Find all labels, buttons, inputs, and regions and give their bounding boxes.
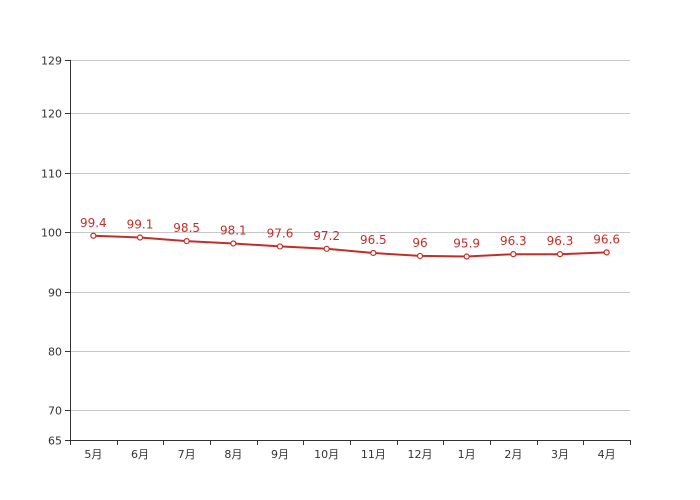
- data-point: [323, 245, 330, 252]
- data-point: [510, 251, 517, 258]
- data-point: [183, 237, 190, 245]
- data-point: [416, 252, 424, 260]
- series-line: [93, 234, 607, 258]
- data-label: 96.3: [500, 234, 527, 248]
- data-labels: 99.4 99.1 98.5 98.1 97.6 97.2 96.5 96 95.9 96.3 96…: [80, 216, 620, 251]
- data-point: [276, 243, 284, 250]
- data-point: [230, 240, 237, 247]
- data-label: 96.6: [593, 232, 620, 246]
- x-tick-label: 11月: [361, 448, 386, 461]
- y-axis-ticks: 65 70 80 90 100 110 120 129: [41, 55, 70, 448]
- x-tick-label: 6月: [131, 448, 149, 461]
- data-point: [136, 234, 144, 241]
- y-tick-label: 129: [41, 55, 62, 68]
- y-tick-label: 80: [48, 346, 62, 359]
- series: [90, 232, 610, 260]
- x-axis-ticks: 5月 6月 7月 8月 9月 10月 11月 12月 1月 2月 3月 4月: [70, 440, 631, 461]
- x-tick-label: 1月: [458, 448, 476, 461]
- data-label: 98.5: [173, 221, 200, 235]
- data-label: 97.2: [313, 229, 340, 243]
- data-label: 99.1: [127, 218, 154, 232]
- x-tick-label: 7月: [178, 448, 196, 461]
- x-tick-label: 5月: [84, 448, 102, 461]
- x-tick-label: 9月: [271, 448, 289, 461]
- y-tick-label: 110: [41, 168, 62, 181]
- x-tick-label: 3月: [551, 448, 569, 461]
- y-tick-label: 65: [48, 435, 62, 448]
- y-tick-label: 120: [41, 108, 62, 121]
- data-label: 96.3: [547, 234, 574, 248]
- data-label: 96.5: [360, 233, 387, 247]
- data-label: 99.4: [80, 216, 107, 230]
- x-tick-label: 12月: [408, 448, 433, 461]
- data-label: 95.9: [453, 237, 480, 251]
- data-point: [603, 249, 610, 256]
- y-tick-label: 90: [48, 287, 62, 300]
- data-point: [90, 232, 97, 239]
- y-tick-label: 70: [48, 405, 62, 418]
- data-point: [556, 251, 564, 258]
- data-point: [370, 249, 377, 257]
- grid: [70, 60, 630, 411]
- y-tick-label: 100: [41, 227, 62, 240]
- data-point: [463, 253, 470, 260]
- x-tick-label: 2月: [504, 448, 522, 461]
- x-tick-label: 4月: [598, 448, 616, 461]
- data-label: 97.6: [267, 226, 294, 240]
- x-tick-label: 8月: [224, 448, 242, 461]
- data-label: 98.1: [220, 223, 247, 237]
- x-tick-label: 10月: [314, 448, 339, 461]
- data-label: 96: [412, 236, 427, 250]
